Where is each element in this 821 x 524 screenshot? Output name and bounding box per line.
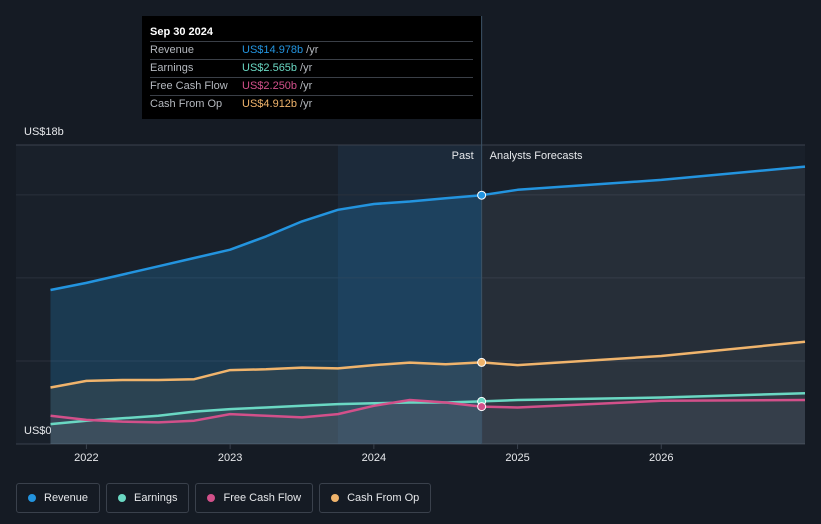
legend-dot [28,494,36,502]
x-tick-label: 2026 [649,452,673,464]
area-past [50,400,482,444]
tooltip-unit: /yr [306,44,319,56]
legend-item[interactable]: Earnings [106,483,190,513]
y-tick-label: US$0 [24,425,52,437]
highlight-dot [477,357,487,367]
series-line [50,165,806,292]
tooltip-value: US$4.912b [242,98,298,110]
y-tick-label: US$18b [24,126,64,138]
series-line [50,398,806,424]
tooltip-label: Cash From Op [150,98,223,110]
tooltip-unit: /yr [300,62,313,74]
tooltip: Sep 30 2024 Revenue US$14.978b/yr Earnings… [142,16,481,119]
series-line [50,340,806,389]
legend-item[interactable]: Free Cash Flow [195,483,314,513]
legend-item[interactable]: Cash From Op [319,483,432,513]
tooltip-unit: /yr [300,80,313,92]
legend-dot [118,494,127,502]
tooltip-label: Revenue [150,44,195,56]
area-forecast [481,166,805,444]
tooltip-row: Cash From Op US$4.912b/yr [150,95,473,113]
x-tick-label: 2023 [218,452,242,464]
tooltip-row: Earnings US$2.565b/yr [150,59,473,77]
tooltip-date: Sep 30 2024 [150,26,213,38]
tooltip-row: Free Cash Flow US$2.250b/yr [150,77,473,95]
legend-label: Cash From Op [347,492,420,504]
legend-label: Earnings [134,492,178,504]
x-tick-label: 2022 [74,452,98,464]
area-forecast [481,400,805,444]
tooltip-unit: /yr [300,98,313,110]
legend-item[interactable]: Revenue [16,483,101,513]
legend-label: Free Cash Flow [223,492,302,504]
past-label: Past [452,150,474,162]
tooltip-value: US$2.565b [242,62,298,74]
highlight-dot [477,402,487,412]
tooltip-row: Revenue US$14.978b/yr [150,41,473,59]
area-forecast [481,341,805,444]
legend-label: Revenue [44,492,89,504]
tooltip-value: US$14.978b [242,44,304,56]
tooltip-value: US$2.250b [242,80,298,92]
highlight-dot [477,190,487,200]
tooltip-label: Earnings [150,62,194,74]
x-tick-label: 2024 [362,452,386,464]
series-line [50,392,806,426]
legend-dot [207,494,216,502]
legend-dot [331,494,340,502]
tooltip-label: Free Cash Flow [150,80,228,92]
legend: Revenue Earnings Free Cash Flow Cash From O… [16,483,432,513]
area-past [50,401,482,444]
x-tick-label: 2025 [505,452,529,464]
forecast-label: Analysts Forecasts [490,150,583,162]
area-past [50,195,482,444]
